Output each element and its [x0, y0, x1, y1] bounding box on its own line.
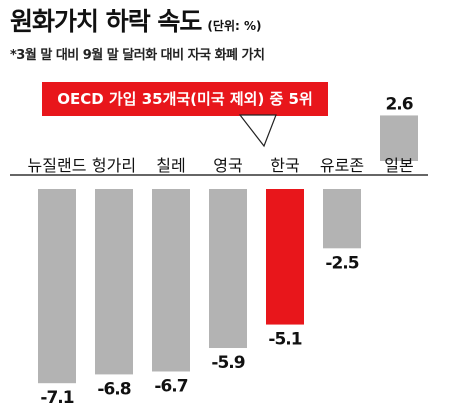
title-row: 원화가치 하락 속도 (단위: %): [10, 2, 261, 38]
bar-0: [38, 189, 76, 384]
value-label-5: -2.5: [325, 253, 358, 273]
bar-4: [266, 189, 304, 325]
chart-subtitle: *3월 말 대비 9월 말 달러화 대비 자국 화폐 가치: [10, 48, 265, 63]
callout-box: [42, 82, 328, 116]
value-labels: -7.1 -6.8 -6.7 -5.9 -5.1 -2.5 2.6: [40, 94, 413, 408]
bar-6: [380, 115, 418, 161]
bar-3: [209, 189, 247, 349]
category-label-6: 일본: [384, 156, 413, 175]
category-label-2: 칠레: [156, 156, 185, 175]
callout: OECD 가입 35개국(미국 제외) 중 5위: [42, 82, 328, 148]
bar-2: [152, 189, 190, 372]
category-label-0: 뉴질랜드: [28, 156, 87, 175]
callout-text: OECD 가입 35개국(미국 제외) 중 5위: [57, 90, 313, 108]
bars-group: [38, 115, 418, 384]
value-label-6: 2.6: [385, 94, 412, 114]
value-label-0: -7.1: [40, 388, 73, 408]
value-label-4: -5.1: [268, 330, 301, 350]
chart-title: 원화가치 하락 속도: [10, 7, 202, 36]
category-labels: 뉴질랜드 헝가리 칠레 영국 한국 유로존 일본: [28, 156, 414, 175]
callout-pointer: [238, 114, 277, 148]
value-label-1: -6.8: [97, 379, 130, 399]
value-label-2: -6.7: [154, 376, 187, 396]
category-label-1: 헝가리: [92, 156, 136, 175]
bar-1: [95, 189, 133, 375]
category-label-3: 영국: [213, 156, 242, 175]
unit-label: (단위: %): [207, 19, 262, 33]
category-label-4: 한국: [270, 156, 299, 175]
value-label-3: -5.9: [211, 353, 244, 373]
category-label-5: 유로존: [320, 156, 364, 175]
bar-5: [323, 189, 361, 249]
